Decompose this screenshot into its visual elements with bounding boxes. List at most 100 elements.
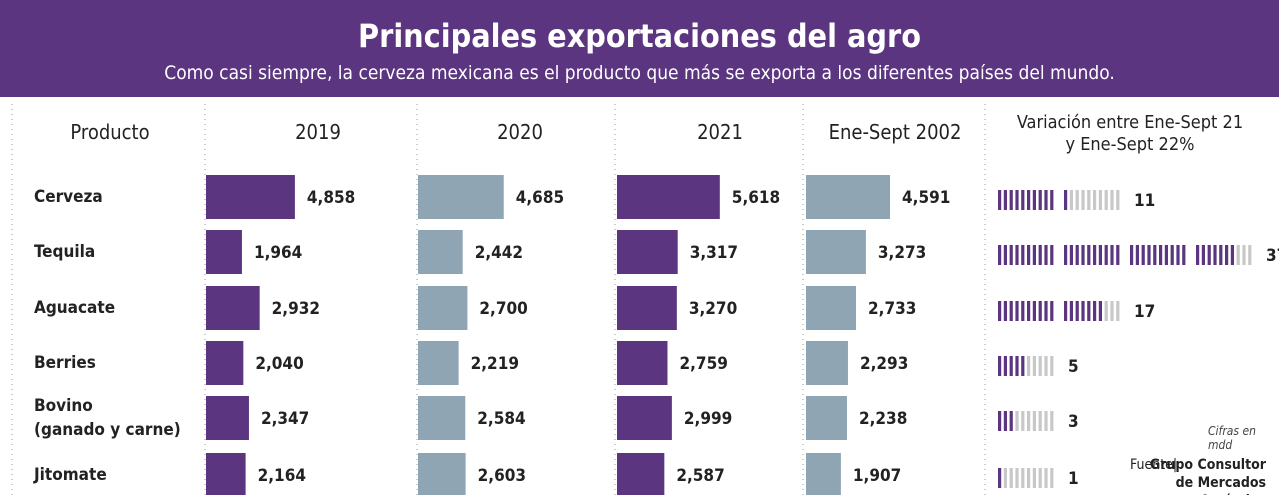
unit-tick <box>1075 190 1079 210</box>
value-label: 2,040 <box>255 354 303 374</box>
unit-tick <box>1064 190 1068 210</box>
unit-tick <box>1032 468 1036 488</box>
unit-tick <box>1164 245 1168 265</box>
unit-tick <box>1015 411 1019 431</box>
bar <box>806 341 848 385</box>
category-label: Berries <box>34 353 96 373</box>
unit-tick <box>1050 468 1054 488</box>
unit-tick <box>1021 468 1025 488</box>
unit-tick <box>998 356 1002 376</box>
unit-tick <box>1044 245 1048 265</box>
unit-tick <box>998 245 1002 265</box>
unit-tick <box>1069 301 1073 321</box>
unit-tick <box>1075 245 1079 265</box>
value-label: 2,238 <box>859 409 907 429</box>
value-label: 1,964 <box>254 243 302 263</box>
unit-tick <box>1225 245 1229 265</box>
variation-label: 3 <box>1068 412 1079 432</box>
bar <box>206 453 246 495</box>
source: Grupo Consultor de Mercados Agrícolas <box>1149 457 1266 495</box>
bar <box>806 175 891 219</box>
unit-tick <box>1110 245 1114 265</box>
bar <box>418 230 463 274</box>
value-label: 4,591 <box>902 188 950 208</box>
unit-tick <box>998 468 1002 488</box>
unit-tick <box>1069 190 1073 210</box>
unit-tick <box>1081 301 1085 321</box>
value-label: 2,442 <box>475 243 523 263</box>
bar <box>617 341 668 385</box>
variation-mark <box>998 356 1054 376</box>
unit-tick <box>1038 190 1042 210</box>
unit-tick <box>1176 245 1180 265</box>
unit-tick <box>998 190 1002 210</box>
unit-tick <box>1230 245 1234 265</box>
column-header: Ene-Sept 2002 <box>828 120 962 144</box>
variation-mark <box>998 190 1120 210</box>
unit-tick <box>1032 245 1036 265</box>
variation-label: 17 <box>1134 302 1155 322</box>
unit-tick <box>1141 245 1145 265</box>
unit-tick <box>1075 301 1079 321</box>
unit-tick <box>1104 301 1108 321</box>
unit-tick <box>1236 245 1240 265</box>
source-label: Fuente| <box>1130 457 1178 473</box>
unit-tick <box>1110 190 1114 210</box>
unit-tick <box>1087 301 1091 321</box>
column-header: 2021 <box>697 120 743 144</box>
bar <box>206 396 249 440</box>
value-label: 5,618 <box>732 188 780 208</box>
unit-tick <box>998 301 1002 321</box>
bar <box>206 341 244 385</box>
variation-mark <box>998 468 1054 488</box>
variation-header: Variación entre Ene-Sept 21 y Ene-Sept 2… <box>1016 112 1244 155</box>
bar <box>617 286 677 330</box>
unit-tick <box>1196 245 1200 265</box>
unit-tick <box>1050 245 1054 265</box>
unit-tick <box>1027 301 1031 321</box>
unit-tick <box>1093 190 1097 210</box>
bar <box>418 175 504 219</box>
column-header: 2019 <box>295 120 341 144</box>
value-label: 2,999 <box>684 409 732 429</box>
value-label: 2,293 <box>860 354 908 374</box>
unit-tick <box>1038 468 1042 488</box>
category-label: Tequila <box>34 242 96 262</box>
value-label: 1,907 <box>853 466 901 486</box>
unit-tick <box>1009 245 1013 265</box>
unit-tick <box>1069 245 1073 265</box>
unit-tick <box>1153 245 1157 265</box>
unit-tick <box>1081 245 1085 265</box>
value-label: 4,685 <box>516 188 564 208</box>
unit-tick <box>1044 411 1048 431</box>
variation-mark <box>998 301 1120 321</box>
value-label: 3,317 <box>690 243 738 263</box>
value-label: 3,270 <box>689 299 737 319</box>
unit-tick <box>1038 356 1042 376</box>
unit-tick <box>1093 245 1097 265</box>
unit-tick <box>1027 245 1031 265</box>
value-label: 2,587 <box>676 466 724 486</box>
value-label: 2,700 <box>479 299 527 319</box>
unit-tick <box>1044 190 1048 210</box>
unit-tick <box>1116 190 1120 210</box>
bar <box>806 230 866 274</box>
unit-tick <box>1044 301 1048 321</box>
value-label: 2,164 <box>258 466 306 486</box>
unit-tick <box>1147 245 1151 265</box>
unit-tick <box>1207 245 1211 265</box>
unit-tick <box>1009 356 1013 376</box>
unit-tick <box>1110 301 1114 321</box>
value-label: 4,858 <box>307 188 355 208</box>
unit-tick <box>1050 301 1054 321</box>
unit-tick <box>1003 468 1007 488</box>
unit-tick <box>1021 190 1025 210</box>
unit-tick <box>1003 411 1007 431</box>
note: Cifras en mdd <box>1208 424 1256 452</box>
bar <box>418 396 466 440</box>
unit-tick <box>1032 301 1036 321</box>
unit-tick <box>1021 411 1025 431</box>
variation-label: 37 <box>1266 246 1279 266</box>
unit-tick <box>1087 190 1091 210</box>
